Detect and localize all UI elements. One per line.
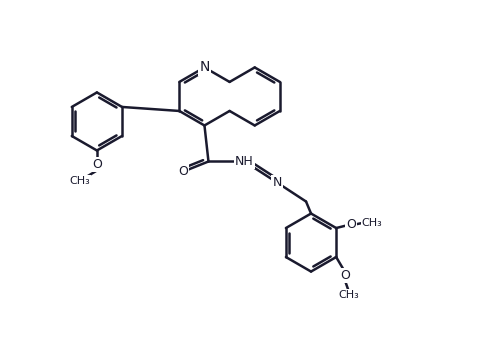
Text: CH₃: CH₃ [69,175,90,186]
Text: O: O [178,165,188,178]
Text: CH₃: CH₃ [362,217,383,228]
Text: CH₃: CH₃ [339,290,359,300]
Text: N: N [272,176,282,189]
Text: O: O [92,158,102,171]
Text: N: N [199,60,210,74]
Text: NH: NH [235,155,254,168]
Text: O: O [346,217,356,231]
Text: O: O [340,269,350,282]
